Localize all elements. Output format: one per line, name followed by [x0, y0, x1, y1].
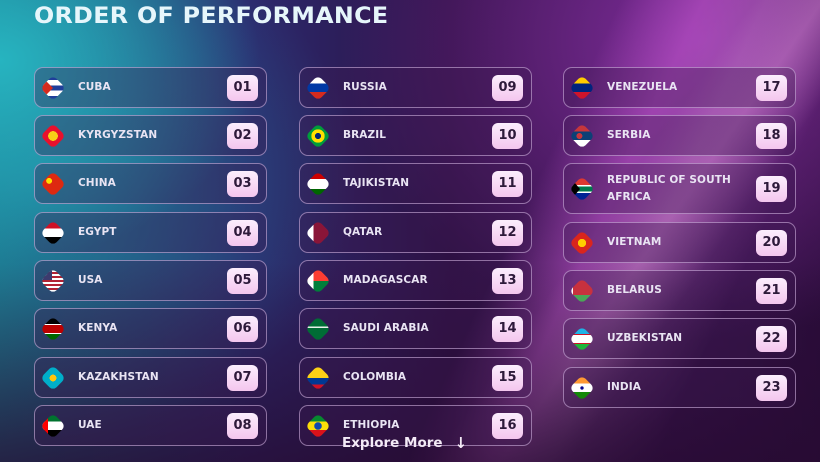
performance-card-russia[interactable]: RUSSIA 09: [299, 67, 532, 108]
order-badge: 23: [756, 374, 787, 401]
order-badge: 12: [492, 219, 523, 246]
performance-card-kyrgyzstan[interactable]: KYRGYZSTAN 02: [34, 115, 267, 156]
country-name: SERBIA: [607, 129, 651, 141]
performance-card-belarus[interactable]: BELARUS 21: [563, 270, 796, 311]
country-name: KAZAKHSTAN: [78, 371, 159, 383]
order-badge: 17: [756, 74, 787, 101]
tajikistan-flag-icon: [305, 170, 331, 197]
madagascar-flag-icon: [305, 267, 331, 294]
performance-card-uzbekistan[interactable]: UZBEKISTAN 22: [563, 318, 796, 359]
order-badge: 16: [492, 412, 523, 439]
performance-card-kazakhstan[interactable]: KAZAKHSTAN 07: [34, 357, 267, 398]
kenya-flag-icon: [40, 315, 66, 342]
country-name: SAUDI ARABIA: [343, 322, 429, 334]
venezuela-flag-icon: [569, 74, 595, 101]
order-badge: 20: [756, 229, 787, 256]
order-badge: 19: [756, 175, 787, 202]
country-name: USA: [78, 274, 103, 286]
usa-flag-icon: [40, 267, 66, 294]
country-name: QATAR: [343, 226, 383, 238]
performance-card-usa[interactable]: USA 05: [34, 260, 267, 301]
performance-card-venezuela[interactable]: VENEZUELA 17: [563, 67, 796, 108]
order-badge: 03: [227, 170, 258, 197]
order-badge: 01: [227, 74, 258, 101]
order-badge: 05: [227, 267, 258, 294]
country-name: COLOMBIA: [343, 371, 407, 383]
kyrgyzstan-flag-icon: [40, 122, 66, 149]
performance-card-uae[interactable]: UAE 08: [34, 405, 267, 446]
order-badge: 21: [756, 277, 787, 304]
country-name: KYRGYZSTAN: [78, 129, 158, 141]
country-name: REPUBLIC OF SOUTH AFRICA: [607, 173, 731, 203]
performance-card-colombia[interactable]: COLOMBIA 15: [299, 357, 532, 398]
country-name: ETHIOPIA: [343, 419, 400, 431]
order-badge: 15: [492, 364, 523, 391]
uzbekistan-flag-icon: [569, 325, 595, 352]
performance-card-india[interactable]: INDIA 23: [563, 367, 796, 408]
country-name: UAE: [78, 419, 102, 431]
order-badge: 14: [492, 315, 523, 342]
colombia-flag-icon: [305, 364, 331, 391]
russia-flag-icon: [305, 74, 331, 101]
performance-card-ethiopia[interactable]: ETHIOPIA 16: [299, 405, 532, 446]
serbia-flag-icon: [569, 122, 595, 149]
order-badge: 22: [756, 325, 787, 352]
background-shade: [0, 262, 820, 462]
egypt-flag-icon: [40, 219, 66, 246]
performance-card-brazil[interactable]: BRAZIL 10: [299, 115, 532, 156]
order-badge: 09: [492, 74, 523, 101]
cuba-flag-icon: [40, 74, 66, 101]
brazil-flag-icon: [305, 122, 331, 149]
country-name: MADAGASCAR: [343, 274, 428, 286]
qatar-flag-icon: [305, 219, 331, 246]
vietnam-flag-icon: [569, 229, 595, 256]
south-africa-flag-icon: [569, 175, 595, 202]
order-badge: 10: [492, 122, 523, 149]
order-badge: 06: [227, 315, 258, 342]
china-flag-icon: [40, 170, 66, 197]
country-name: BELARUS: [607, 284, 662, 296]
performance-card-madagascar[interactable]: MADAGASCAR 13: [299, 260, 532, 301]
order-badge: 07: [227, 364, 258, 391]
ethiopia-flag-icon: [305, 412, 331, 439]
performance-card-qatar[interactable]: QATAR 12: [299, 212, 532, 253]
performance-card-egypt[interactable]: EGYPT 04: [34, 212, 267, 253]
belarus-flag-icon: [569, 277, 595, 304]
order-badge: 18: [756, 122, 787, 149]
order-badge: 13: [492, 267, 523, 294]
country-name: EGYPT: [78, 226, 117, 238]
order-badge: 11: [492, 170, 523, 197]
kazakhstan-flag-icon: [40, 364, 66, 391]
explore-more-label: Explore More: [342, 435, 443, 451]
performance-card-cuba[interactable]: CUBA 01: [34, 67, 267, 108]
country-name: RUSSIA: [343, 81, 387, 93]
order-badge: 04: [227, 219, 258, 246]
page-title: ORDER OF PERFORMANCE: [34, 4, 389, 29]
performance-card-china[interactable]: CHINA 03: [34, 163, 267, 204]
country-name: CUBA: [78, 81, 111, 93]
saudi-arabia-flag-icon: [305, 315, 331, 342]
country-name: VIETNAM: [607, 236, 662, 248]
country-name: VENEZUELA: [607, 81, 678, 93]
order-badge: 02: [227, 122, 258, 149]
country-name: UZBEKISTAN: [607, 332, 683, 344]
country-name: BRAZIL: [343, 129, 387, 141]
country-name: TAJIKISTAN: [343, 177, 410, 189]
country-name: INDIA: [607, 381, 641, 393]
uae-flag-icon: [40, 412, 66, 439]
performance-card-kenya[interactable]: KENYA 06: [34, 308, 267, 349]
performance-card-saudi-arabia[interactable]: SAUDI ARABIA 14: [299, 308, 532, 349]
performance-card-tajikistan[interactable]: TAJIKISTAN 11: [299, 163, 532, 204]
performance-card-serbia[interactable]: SERBIA 18: [563, 115, 796, 156]
country-name: CHINA: [78, 177, 116, 189]
explore-more-button[interactable]: Explore More ↓: [342, 434, 467, 452]
country-name: KENYA: [78, 322, 118, 334]
arrow-down-icon: ↓: [454, 434, 468, 452]
performance-card-south-africa[interactable]: REPUBLIC OF SOUTH AFRICA 19: [563, 163, 796, 214]
performance-card-vietnam[interactable]: VIETNAM 20: [563, 222, 796, 263]
india-flag-icon: [569, 374, 595, 401]
order-badge: 08: [227, 412, 258, 439]
